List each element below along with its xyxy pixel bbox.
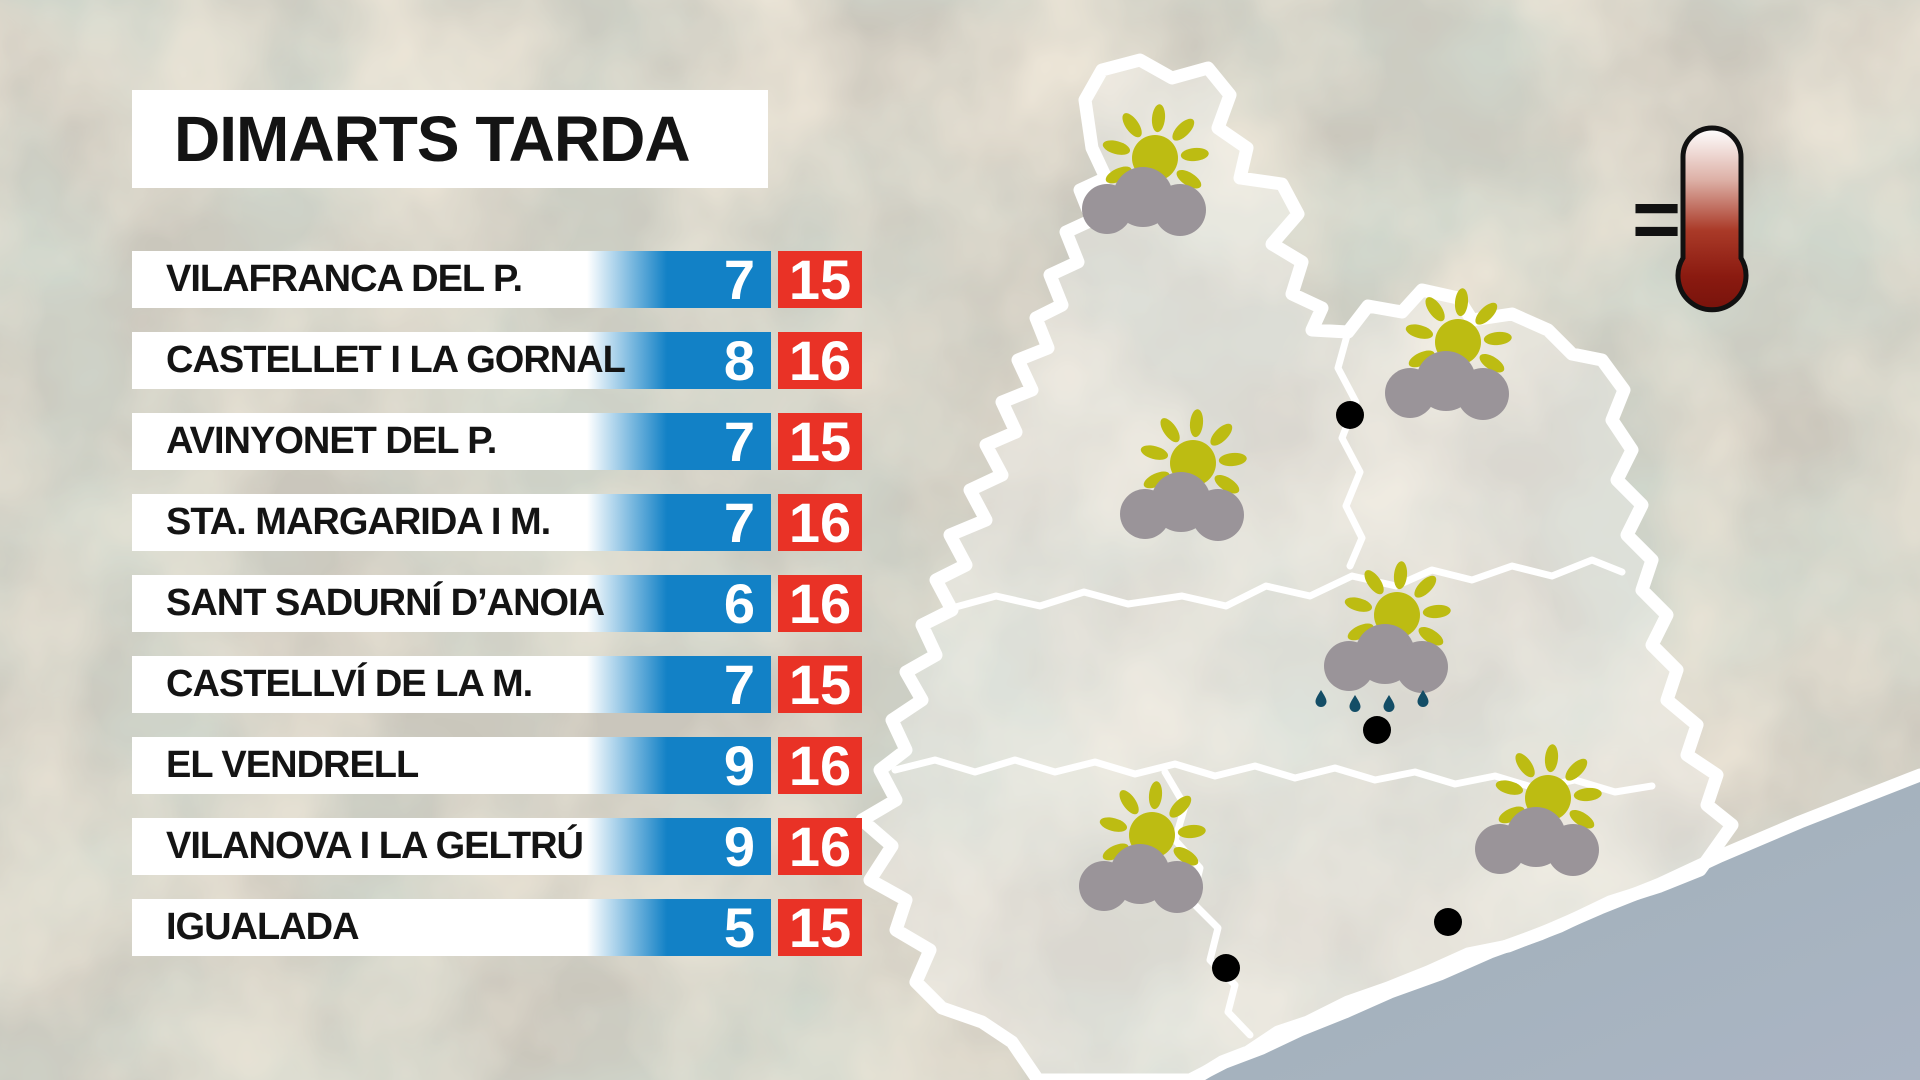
town-label: AVINYONET DEL P.	[166, 420, 497, 462]
town-bar: CASTELLVÍ DE LA M. 7	[132, 656, 771, 713]
temp-divider	[771, 818, 778, 875]
equals-sign: =	[1632, 172, 1681, 266]
max-temp: 16	[778, 734, 862, 797]
town-bar: VILAFRANCA DEL P. 7	[132, 251, 771, 308]
town-row: VILANOVA I LA GELTRÚ 9 16	[132, 815, 862, 878]
town-row: STA. MARGARIDA I M. 7 16	[132, 491, 862, 554]
town-dot	[1363, 716, 1391, 744]
temp-divider	[771, 494, 778, 551]
min-temp: 7	[723, 248, 755, 311]
min-temp: 7	[723, 410, 755, 473]
max-temp: 15	[778, 248, 862, 311]
thermometer-icon	[1675, 125, 1749, 313]
town-bar: IGUALADA 5	[132, 899, 771, 956]
town-dot	[1434, 908, 1462, 936]
town-bar: CASTELLET I LA GORNAL 8	[132, 332, 771, 389]
town-label: VILAFRANCA DEL P.	[166, 258, 523, 300]
town-bar: STA. MARGARIDA I M. 7	[132, 494, 771, 551]
min-temp: 6	[723, 572, 755, 635]
town-dot	[1212, 954, 1240, 982]
temp-divider	[771, 251, 778, 308]
town-row: SANT SADURNÍ D’ANOIA 6 16	[132, 572, 862, 635]
town-row: CASTELLET I LA GORNAL 8 16	[132, 329, 862, 392]
town-label: STA. MARGARIDA I M.	[166, 501, 551, 543]
town-label: CASTELLVÍ DE LA M.	[166, 663, 533, 705]
town-bar: EL VENDRELL 9	[132, 737, 771, 794]
max-temp: 16	[778, 572, 862, 635]
town-markers	[1212, 401, 1462, 982]
temp-divider	[771, 656, 778, 713]
min-temp: 5	[723, 896, 755, 959]
min-temp: 9	[723, 815, 755, 878]
town-bar: AVINYONET DEL P. 7	[132, 413, 771, 470]
min-temp: 9	[723, 734, 755, 797]
town-label: VILANOVA I LA GELTRÚ	[166, 825, 584, 867]
town-row: EL VENDRELL 9 16	[132, 734, 862, 797]
town-label: CASTELLET I LA GORNAL	[166, 339, 626, 381]
town-bar: VILANOVA I LA GELTRÚ 9	[132, 818, 771, 875]
town-label: SANT SADURNÍ D’ANOIA	[166, 582, 605, 624]
title-bar: DIMARTS TARDA	[132, 90, 768, 188]
town-row: AVINYONET DEL P. 7 15	[132, 410, 862, 473]
town-dot	[1336, 401, 1364, 429]
town-label: IGUALADA	[166, 906, 360, 948]
min-temp: 8	[723, 329, 755, 392]
town-label: EL VENDRELL	[166, 744, 419, 786]
max-temp: 16	[778, 491, 862, 554]
towns-list: VILAFRANCA DEL P. 7 15 CASTELLET I LA GO…	[132, 248, 862, 980]
town-row: VILAFRANCA DEL P. 7 15	[132, 248, 862, 311]
town-row: CASTELLVÍ DE LA M. 7 15	[132, 653, 862, 716]
temp-divider	[771, 575, 778, 632]
max-temp: 15	[778, 410, 862, 473]
temp-divider	[771, 413, 778, 470]
temp-divider	[771, 737, 778, 794]
page-title: DIMARTS TARDA	[174, 103, 691, 175]
temp-divider	[771, 899, 778, 956]
min-temp: 7	[723, 653, 755, 716]
temperature-legend: =	[1632, 125, 1749, 313]
town-row: IGUALADA 5 15	[132, 896, 862, 959]
max-temp: 15	[778, 896, 862, 959]
town-bar: SANT SADURNÍ D’ANOIA 6	[132, 575, 771, 632]
min-temp: 7	[723, 491, 755, 554]
temp-divider	[771, 332, 778, 389]
max-temp: 16	[778, 329, 862, 392]
max-temp: 15	[778, 653, 862, 716]
max-temp: 16	[778, 815, 862, 878]
comarca-borders	[891, 328, 1656, 1039]
